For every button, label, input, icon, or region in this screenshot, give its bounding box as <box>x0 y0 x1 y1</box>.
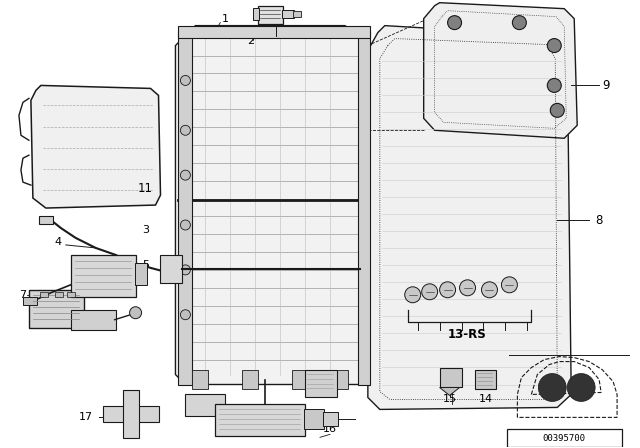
Circle shape <box>538 374 566 401</box>
Circle shape <box>567 374 595 401</box>
Text: 00395700: 00395700 <box>543 434 586 443</box>
Text: 16: 16 <box>323 424 337 435</box>
Bar <box>55 292 63 297</box>
Circle shape <box>501 277 517 293</box>
Circle shape <box>129 307 141 319</box>
Text: 6: 6 <box>232 419 239 429</box>
Polygon shape <box>368 26 572 409</box>
Circle shape <box>404 287 420 303</box>
Bar <box>304 409 324 429</box>
Bar <box>71 310 116 330</box>
Circle shape <box>180 75 191 86</box>
Bar <box>440 367 461 388</box>
Bar <box>40 292 48 297</box>
Bar <box>292 370 308 389</box>
Polygon shape <box>31 86 161 208</box>
Bar <box>258 6 283 24</box>
Circle shape <box>180 170 191 180</box>
Circle shape <box>460 280 476 296</box>
Bar <box>67 292 75 297</box>
Text: 3: 3 <box>142 225 149 235</box>
Circle shape <box>550 103 564 117</box>
Circle shape <box>440 282 456 298</box>
Text: 15: 15 <box>443 394 456 405</box>
Bar <box>215 405 305 436</box>
Bar <box>134 263 147 285</box>
Text: 11: 11 <box>138 181 153 194</box>
Bar <box>332 370 348 389</box>
Bar <box>282 10 294 17</box>
Circle shape <box>513 16 526 30</box>
Bar <box>193 370 209 389</box>
Text: 5: 5 <box>142 260 149 270</box>
Bar <box>323 413 338 426</box>
Circle shape <box>180 220 191 230</box>
Circle shape <box>180 125 191 135</box>
Bar <box>305 370 337 397</box>
Bar <box>358 30 370 384</box>
Bar <box>293 11 301 17</box>
Bar <box>123 391 139 438</box>
Text: 2: 2 <box>246 35 254 46</box>
Circle shape <box>481 282 497 298</box>
Polygon shape <box>440 388 460 396</box>
Text: 9: 9 <box>602 79 610 92</box>
Circle shape <box>447 16 461 30</box>
Bar <box>508 429 622 447</box>
Text: 4: 4 <box>54 237 61 247</box>
Text: 14: 14 <box>479 394 493 405</box>
Circle shape <box>422 284 438 300</box>
Text: 7: 7 <box>19 290 26 300</box>
Bar <box>29 290 84 327</box>
Bar <box>102 406 159 422</box>
Text: 13-RS: 13-RS <box>448 328 487 341</box>
Text: 17: 17 <box>79 413 93 422</box>
Bar <box>23 297 37 305</box>
Text: 1: 1 <box>222 13 228 24</box>
Bar <box>474 370 497 389</box>
Circle shape <box>180 310 191 320</box>
Text: 8: 8 <box>595 214 603 227</box>
Bar <box>179 26 370 38</box>
Text: 10: 10 <box>253 419 267 429</box>
Bar <box>253 8 259 20</box>
Polygon shape <box>175 26 370 384</box>
Circle shape <box>547 78 561 92</box>
Bar <box>39 216 53 224</box>
Polygon shape <box>424 3 577 138</box>
Bar <box>186 395 225 416</box>
Circle shape <box>180 265 191 275</box>
Bar <box>179 30 193 384</box>
Bar <box>243 370 258 389</box>
Text: 12: 12 <box>283 419 297 429</box>
Circle shape <box>547 39 561 52</box>
Bar <box>161 255 182 283</box>
Bar <box>71 255 136 297</box>
